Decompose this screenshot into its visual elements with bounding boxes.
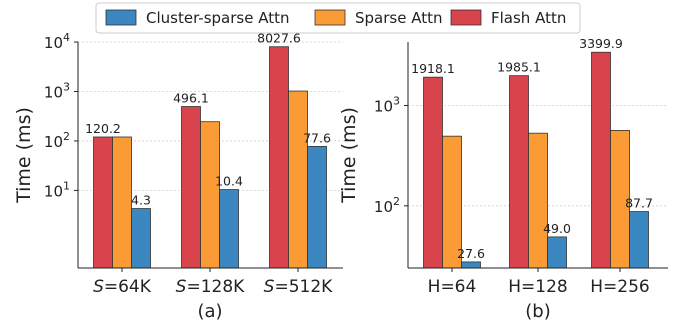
x-ticks: S=64K S=128K S=512K: [93, 268, 333, 297]
y-tick-label: 103: [374, 95, 400, 116]
y-axis-label: Time (ms): [13, 107, 35, 204]
bars: [423, 51, 649, 269]
bar-cluster-sparse-attn: [219, 189, 239, 269]
bar-cluster-sparse-attn: [461, 261, 481, 269]
bar-flash-attn: [591, 51, 611, 269]
legend-label-flash: Flash Attn: [491, 9, 566, 27]
data-label-flash-attn: 3399.9: [579, 36, 623, 51]
bar-flash-attn: [93, 136, 113, 269]
bar-cluster-sparse-attn: [547, 236, 567, 269]
x-tick-label: H=128: [508, 277, 567, 297]
bar-sparse-attn: [288, 90, 308, 269]
data-label-cluster-sparse-attn: 49.0: [543, 221, 571, 236]
legend-swatch-cluster-sparse: [105, 9, 137, 26]
data-label-flash-attn: 1918.1: [411, 61, 455, 76]
legend-label-sparse: Sparse Attn: [355, 9, 442, 27]
subtitle-b: (b): [525, 301, 550, 322]
x-tick-label: H=64: [428, 277, 477, 297]
y-axis-label: Time (ms): [338, 107, 360, 204]
bar-cluster-sparse-attn: [629, 211, 649, 269]
bar-flash-attn: [269, 46, 289, 269]
y-tick-label: 101: [44, 179, 70, 200]
bar-sparse-attn: [528, 132, 548, 269]
data-label-flash-attn: 1985.1: [497, 60, 541, 75]
x-tick-label: H=256: [590, 277, 649, 297]
data-label-flash-attn: 120.2: [85, 121, 121, 136]
x-tick-label: S=64K: [93, 277, 152, 297]
data-label-cluster-sparse-attn: 87.7: [625, 196, 653, 211]
bar-cluster-sparse-attn: [307, 145, 327, 269]
data-label-flash-attn: 8027.6: [257, 31, 301, 46]
bar-flash-attn: [181, 106, 201, 269]
y-tick-label: 103: [44, 80, 70, 101]
x-tick-label: S=128K: [176, 277, 245, 297]
legend: Cluster-sparse Attn Sparse Attn Flash At…: [95, 2, 581, 34]
y-tick-label: 102: [374, 195, 400, 216]
data-label-flash-attn: 496.1: [173, 91, 209, 106]
bar-sparse-attn: [112, 136, 132, 269]
bar-flash-attn: [509, 75, 529, 269]
x-tick-label: S=512K: [264, 277, 333, 297]
y-ticks: 102 103: [374, 95, 408, 216]
bar-flash-attn: [423, 76, 443, 269]
bars: [93, 46, 327, 269]
data-label-cluster-sparse-attn: 77.6: [303, 130, 331, 145]
legend-label-cluster-sparse: Cluster-sparse Attn: [146, 9, 289, 27]
data-labels: 120.2 4.3 496.1 10.4 8027.6 77.6: [85, 31, 331, 208]
x-ticks: H=64 H=128 H=256: [428, 268, 650, 297]
legend-swatch-flash: [450, 9, 482, 26]
chart-panel-a: 120.2 4.3 496.1 10.4 8027.6 77.6 101 102 103 104…: [13, 31, 343, 322]
legend-swatch-sparse: [314, 9, 346, 26]
data-label-cluster-sparse-attn: 4.3: [131, 193, 151, 208]
bar-cluster-sparse-attn: [131, 208, 151, 269]
data-label-cluster-sparse-attn: 10.4: [215, 174, 243, 189]
y-tick-label: 104: [44, 31, 70, 52]
chart-panel-b: 1918.1 27.6 1985.1 49.0 3399.9 87.7 102 103 H=…: [338, 36, 668, 322]
subtitle-a: (a): [197, 301, 222, 322]
y-ticks: 101 102 103 104: [44, 31, 78, 200]
data-labels: 1918.1 27.6 1985.1 49.0 3399.9 87.7: [411, 36, 653, 261]
bar-sparse-attn: [200, 121, 220, 269]
data-label-cluster-sparse-attn: 27.6: [457, 246, 485, 261]
y-tick-label: 102: [44, 130, 70, 151]
